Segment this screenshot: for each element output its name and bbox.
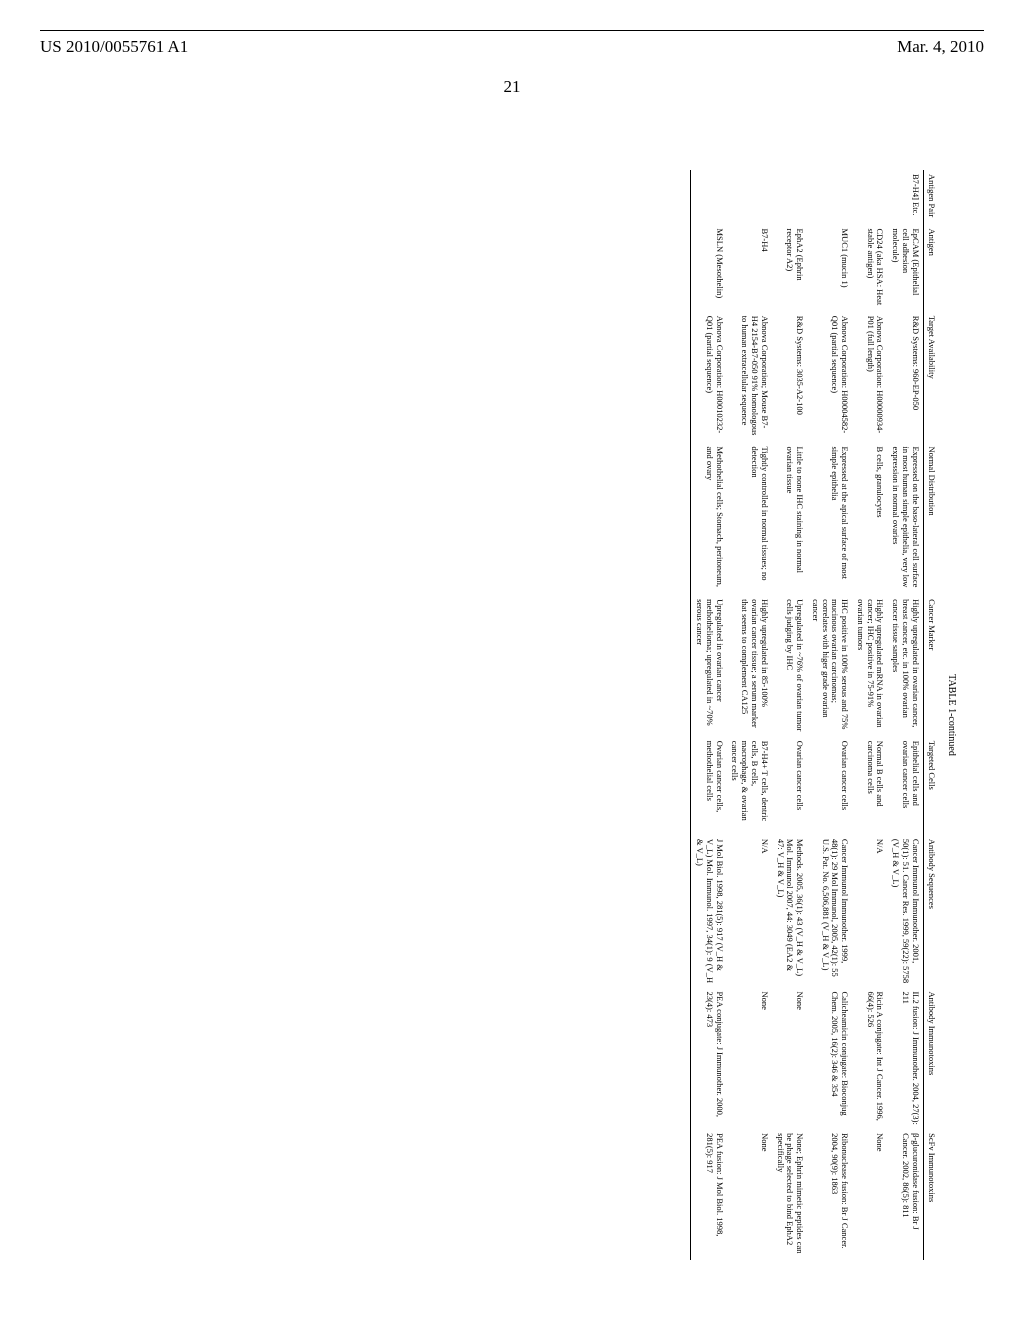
cell-target: Abnova Corporation: H00010232-Q01 (parti… [691, 312, 727, 443]
cell-marker: Upregulated in ~76% of ovarian tumor cel… [772, 595, 807, 737]
col-antigen: Antigen [923, 225, 939, 312]
cell-marker: Highly upregulated in ovarian cancer, br… [887, 595, 923, 737]
table-row: B7-H4] Etc.EpCAM (Epithelial cell adhesi… [887, 170, 923, 1260]
cell-scfv: Ribonuclease fusion: Br J Cancer. 2004, … [807, 1129, 852, 1260]
cell-normal: Expressed on the baso-lateral cell surfa… [887, 442, 923, 595]
cell-pair [807, 170, 852, 225]
cell-marker: Upregulated in ovarian cancer methotheli… [691, 595, 727, 737]
cell-target: Abnova Corporation: H00004582-Q01 (parti… [807, 312, 852, 443]
cell-target: Abnova Corporation: H00000934-P01 (full … [852, 312, 887, 443]
cell-scfv: PEA fusion: J Mol Biol. 1998, 281(5): 91… [691, 1129, 727, 1260]
cell-pair: B7-H4] Etc. [887, 170, 923, 225]
cell-target: R&D Systems: 960-EP-050 [887, 312, 923, 443]
cell-scfv: None; Ephrin mimetic peptides can be pha… [772, 1129, 807, 1260]
col-cells: Targeted Cells [923, 737, 939, 835]
col-ab-seq: Antibody Sequences [923, 835, 939, 988]
cell-cells: Normal B cells and carcinoma cells [852, 737, 887, 835]
page-number: 21 [40, 77, 984, 97]
cell-scfv: None [727, 1129, 772, 1260]
table-header-row: Antigen Pair Antigen Target Availability… [923, 170, 939, 1260]
cell-scfv: β-glucuronidase fusion: Br J Cancer. 200… [887, 1129, 923, 1260]
cell-target: Abnova Corporation; Mouse B7-H4 2154-B7-… [727, 312, 772, 443]
cell-marker: Highly upregulated mRNA in ovarian cance… [852, 595, 887, 737]
cell-abseq: Cancer Immunol Immunother. 1999, 48(1): … [807, 835, 852, 988]
cell-abseq: J Mol Biol. 1998, 281(5): 917 (V_H & V_L… [691, 835, 727, 988]
cell-antigen: EphA2 (Ephrin receptor A2) [772, 225, 807, 312]
cell-normal: Tightly controlled in normal tissues; no… [727, 442, 772, 595]
table-caption: TABLE 1-continued [940, 170, 961, 1260]
publication-date: Mar. 4, 2010 [897, 37, 984, 57]
cell-cells: Epithelial cells and ovarian cancer cell… [887, 737, 923, 835]
cell-normal: Expressed at the apical surface of most … [807, 442, 852, 595]
cell-abseq: N/A [852, 835, 887, 988]
cell-antigen: MUC1 (mucin 1) [807, 225, 852, 312]
cell-pair [852, 170, 887, 225]
cell-normal: B cells, granulocytes [852, 442, 887, 595]
antigen-table: TABLE 1-continued Antigen Pair Antigen T… [690, 170, 960, 1260]
col-scfv: ScFv Immunotoxins [923, 1129, 939, 1260]
cell-marker: IHC positive in 100% serous and 75% muci… [807, 595, 852, 737]
cell-normal: Little to none IHC staining in normal ov… [772, 442, 807, 595]
col-normal: Normal Distribution [923, 442, 939, 595]
col-antigen-pair: Antigen Pair [923, 170, 939, 225]
cell-abseq: N/A [727, 835, 772, 988]
cell-antigen: B7-H4 [727, 225, 772, 312]
table-row: MUC1 (mucin 1)Abnova Corporation: H00004… [807, 170, 852, 1260]
cell-antigen: EpCAM (Epithelial cell adhesion molecule… [887, 225, 923, 312]
table-row: MSLN (Mesothelin)Abnova Corporation: H00… [691, 170, 727, 1260]
cell-pair [727, 170, 772, 225]
table-row: CD24 (aka HSA: Heat stable antigen)Abnov… [852, 170, 887, 1260]
table-row: B7-H4Abnova Corporation; Mouse B7-H4 215… [727, 170, 772, 1260]
cell-cells: Ovarian cancer cells [807, 737, 852, 835]
cell-normal: Methothelial cells; Stomach, peritoneum,… [691, 442, 727, 595]
col-ab-itox: Antibody Immunotoxins [923, 987, 939, 1129]
page-header: US 2010/0055761 A1 Mar. 4, 2010 [40, 37, 984, 57]
publication-number: US 2010/0055761 A1 [40, 37, 188, 57]
cell-abitox: None [772, 987, 807, 1129]
table-body: B7-H4] Etc.EpCAM (Epithelial cell adhesi… [691, 170, 923, 1260]
cell-target: R&D Systems: 3035-A2-100 [772, 312, 807, 443]
col-target: Target Availability [923, 312, 939, 443]
cell-pair [772, 170, 807, 225]
cell-abitox: Ricin A conjugate: Int J Cancer. 1996, 6… [852, 987, 887, 1129]
cell-scfv: None [852, 1129, 887, 1260]
cell-pair [691, 170, 727, 225]
cell-marker: Highly upregulated in 85-100% ovarian ca… [727, 595, 772, 737]
cell-cells: B7-H4+ T cells, dentric cells, B cells, … [727, 737, 772, 835]
cell-antigen: MSLN (Mesothelin) [691, 225, 727, 312]
cell-antigen: CD24 (aka HSA: Heat stable antigen) [852, 225, 887, 312]
col-marker: Cancer Marker [923, 595, 939, 737]
cell-abitox: Calicheamicin conjugate: Bioconjug Chem.… [807, 987, 852, 1129]
cell-cells: Ovarian cancer cells, methothelial cells [691, 737, 727, 835]
table-row: EphA2 (Ephrin receptor A2)R&D Systems: 3… [772, 170, 807, 1260]
cell-abseq: Cancer Immunol Immunother. 2001, 50(1): … [887, 835, 923, 988]
cell-abseq: Methods. 2005, 36(1): 43 (V_H & V_L) Mol… [772, 835, 807, 988]
cell-cells: Ovarian cancer cells [772, 737, 807, 835]
cell-abitox: None [727, 987, 772, 1129]
cell-abitox: IL2 fusion: J Immunother. 2004, 27(3): 2… [887, 987, 923, 1129]
cell-abitox: PEA conjugate: J Immunother. 2000, 23(4)… [691, 987, 727, 1129]
